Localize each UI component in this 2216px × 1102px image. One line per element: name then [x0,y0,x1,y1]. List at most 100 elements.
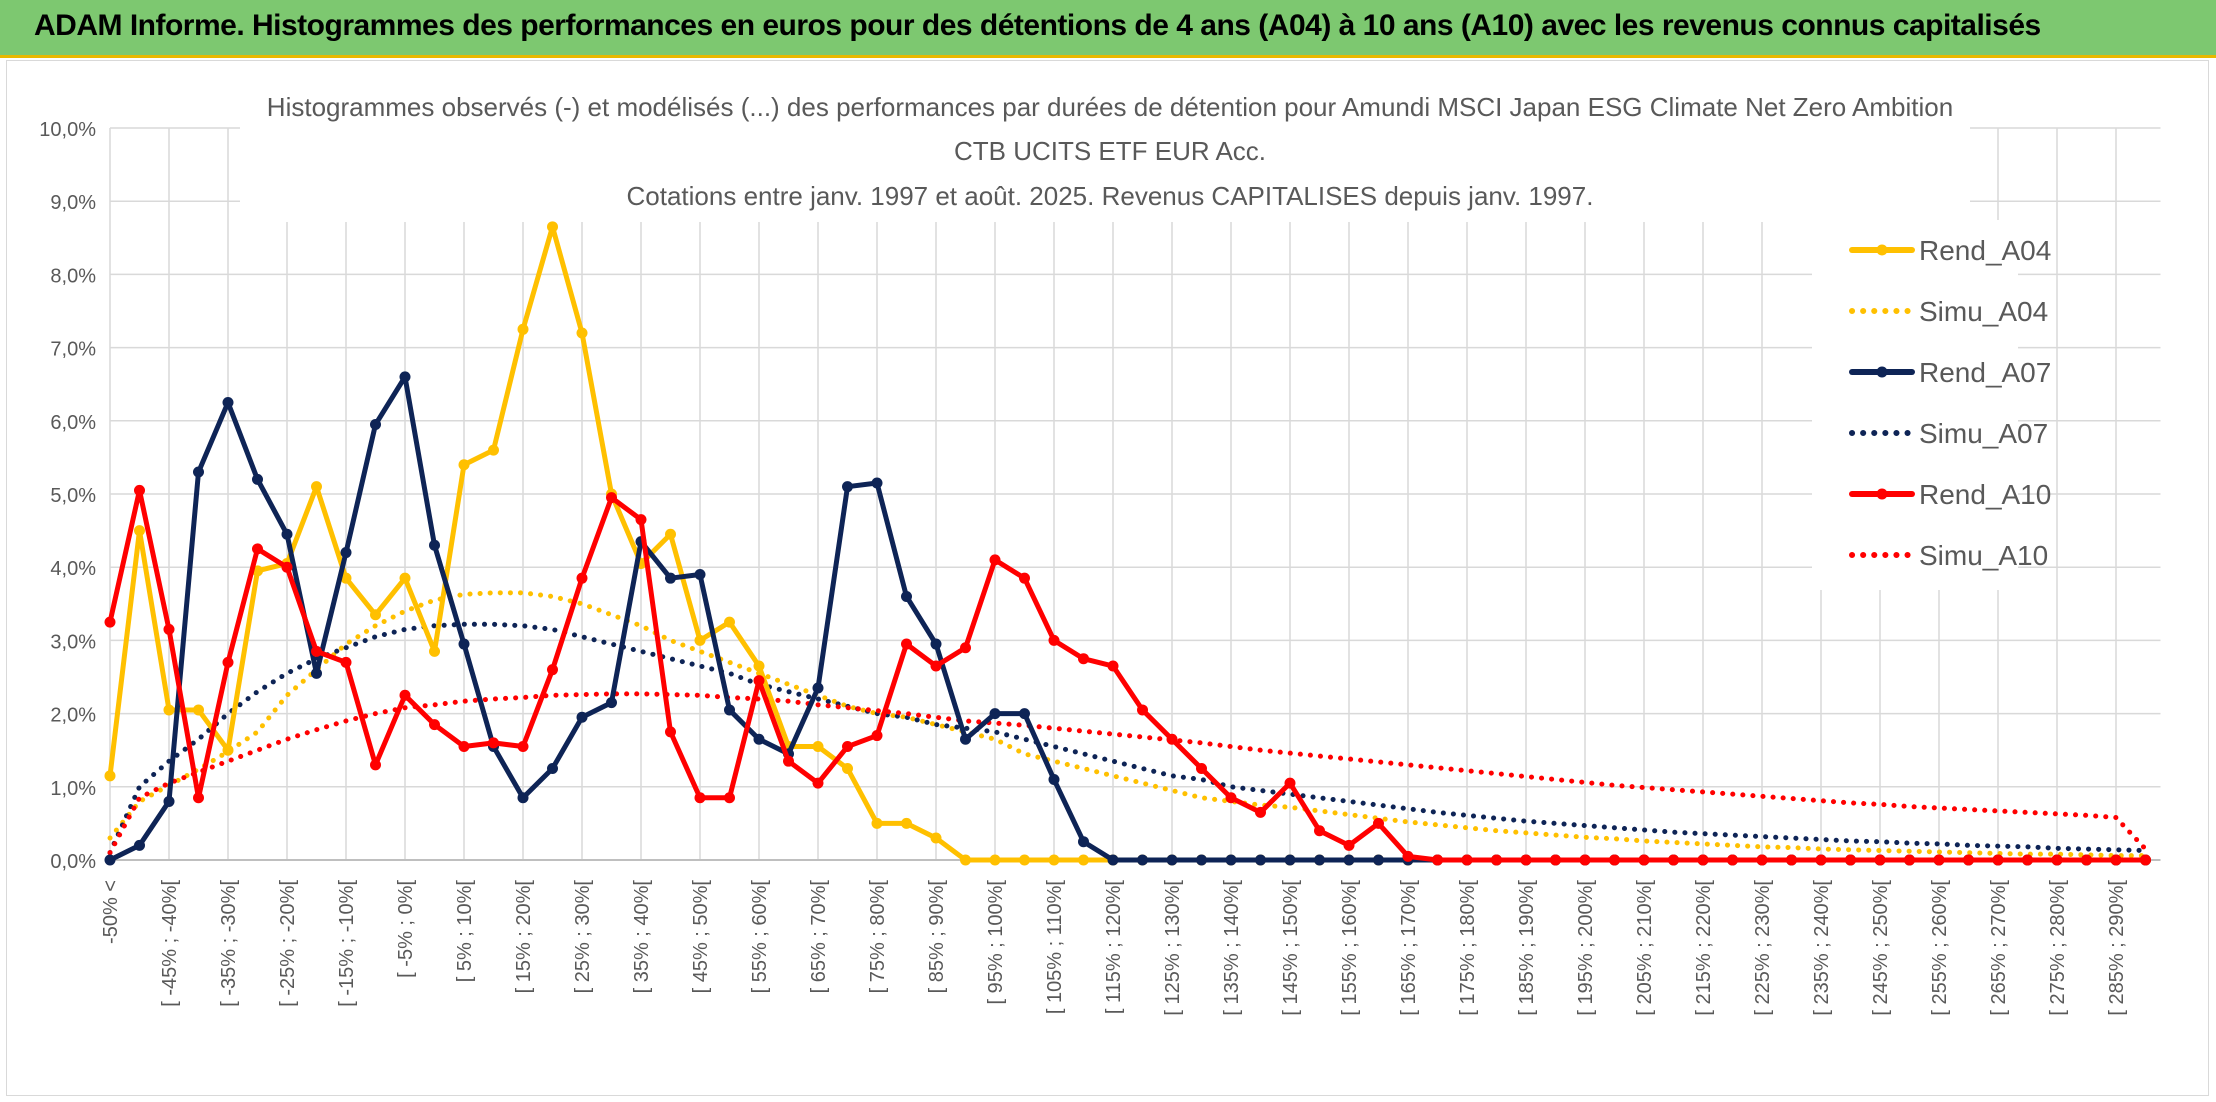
data-point-rend_a10 [1815,854,1827,866]
x-tick-label: [ 135% ; 140%[ [1221,880,1243,1016]
x-tick-label: [ -5% ; 0%[ [395,880,417,978]
data-point-rend_a07 [1078,836,1089,848]
data-point-rend_a10 [1491,854,1502,866]
data-point-rend_a07 [1107,854,1119,866]
y-tick-label: 7,0% [50,339,96,361]
data-point-rend_a10 [1579,854,1591,866]
data-point-rend_a07 [340,547,352,559]
data-point-rend_a10 [1137,704,1148,716]
y-axis-ticks: 0,0% 1,0% 2,0% 3,0% 4,0% 5,0% 6,0% 7,0% 8,0% 9,0%… [39,119,96,873]
chart-legend: Rend_A04 Simu_A04 Rend_A07 Simu_A07 Rend_A10… [1849,235,2051,571]
data-point-rend_a04 [370,609,381,621]
data-point-rend_a10 [1225,792,1237,804]
x-tick-label: [ 105% ; 110%[ [1044,880,1066,1015]
x-tick-label: [ 155% ; 160%[ [1339,880,1361,1016]
data-point-rend_a07 [311,667,322,679]
x-tick-label: [ 95% ; 100%[ [985,880,1007,1005]
data-point-rend_a07 [281,528,293,540]
x-tick-label: [ 215% ; 220%[ [1693,880,1715,1016]
chart-title-line-2: CTB UCITS ETF EUR Acc. [954,136,1266,166]
report-title: ADAM Informe. Histogrammes des performan… [34,9,2041,42]
report-banner: ADAM Informe. Histogrammes des performan… [0,0,2216,58]
data-point-rend_a04 [812,741,824,753]
data-point-rend_a07 [547,763,558,774]
data-point-rend_a04 [193,704,204,716]
data-point-rend_a04 [222,744,234,756]
data-point-rend_a10 [576,572,588,584]
series-line-simu_a04 [107,590,2148,859]
y-tick-label: 10,0% [39,119,96,141]
x-tick-label: [ 45% ; 50%[ [690,880,712,994]
data-point-rend_a07 [1373,854,1384,866]
data-point-rend_a10 [930,660,942,672]
data-point-rend_a07 [1255,854,1266,866]
x-tick-label: [ -25% ; -20%[ [277,880,299,1007]
data-point-rend_a04 [311,481,322,493]
data-point-rend_a10 [901,638,912,650]
data-point-rend_a10 [1963,854,1974,866]
data-point-rend_a07 [1196,854,1207,866]
data-point-rend_a04 [901,817,912,829]
data-point-rend_a10 [104,616,116,628]
data-point-rend_a07 [753,733,765,745]
y-tick-label: 2,0% [50,705,96,727]
data-point-rend_a04 [104,770,116,782]
data-point-rend_a10 [606,492,617,504]
data-point-rend_a10 [1727,854,1738,866]
x-tick-label: [ 225% ; 230%[ [1752,880,1774,1016]
data-point-rend_a10 [281,561,293,573]
data-point-rend_a10 [1638,854,1650,866]
data-point-rend_a04 [399,572,411,584]
legend-marker [1876,366,1888,378]
data-point-rend_a10 [1904,854,1915,866]
chart-legend-background [1812,220,2018,590]
data-point-rend_a04 [547,221,558,233]
data-point-rend_a10 [1756,854,1768,866]
legend-label: Rend_A10 [1919,479,2051,510]
data-point-rend_a07 [694,569,706,581]
legend-label: Simu_A07 [1919,418,2048,449]
x-tick-label: [ 285% ; 290%[ [2106,880,2128,1016]
data-point-rend_a10 [724,792,735,804]
data-point-rend_a10 [2022,854,2033,866]
data-point-rend_a04 [694,634,706,646]
data-point-rend_a10 [635,514,647,526]
series-line-simu_a10 [107,691,2148,856]
data-point-rend_a04 [665,528,676,540]
data-point-rend_a10 [665,726,676,738]
data-point-rend_a04 [517,323,529,335]
data-point-rend_a07 [989,708,1001,720]
data-point-rend_a10 [1343,839,1355,851]
data-point-rend_a07 [1137,854,1148,866]
data-point-rend_a10 [1166,733,1178,745]
x-tick-label: [ 255% ; 260%[ [1929,880,1951,1016]
data-point-rend_a07 [901,590,912,602]
y-tick-label: 4,0% [50,558,96,580]
data-point-rend_a10 [488,737,499,749]
x-tick-label: [ -45% ; -40%[ [159,880,181,1007]
data-point-rend_a10 [252,543,263,555]
data-point-rend_a10 [1314,825,1325,837]
data-point-rend_a10 [989,554,1001,566]
data-point-rend_a10 [2110,854,2122,866]
data-point-rend_a10 [1078,653,1089,665]
data-point-rend_a10 [1402,850,1414,862]
data-point-rend_a10 [429,719,440,731]
x-tick-label: [ 185% ; 190%[ [1516,880,1538,1016]
series-line-rend_a10 [107,487,2148,863]
x-tick-label: [ 85% ; 90%[ [926,880,948,994]
data-point-rend_a04 [960,854,971,866]
data-point-rend_a07 [1284,854,1296,866]
data-point-rend_a10 [1845,854,1856,866]
x-tick-label: [ 5% ; 10%[ [454,880,476,983]
data-point-rend_a07 [930,638,942,650]
data-point-rend_a07 [606,697,617,709]
data-point-rend_a10 [871,730,883,742]
data-point-rend_a10 [340,656,352,668]
data-point-rend_a04 [134,525,145,537]
x-tick-label: [ 65% ; 70%[ [808,880,830,994]
data-point-rend_a10 [694,792,706,804]
y-tick-label: 5,0% [50,485,96,507]
data-point-rend_a10 [163,623,175,635]
